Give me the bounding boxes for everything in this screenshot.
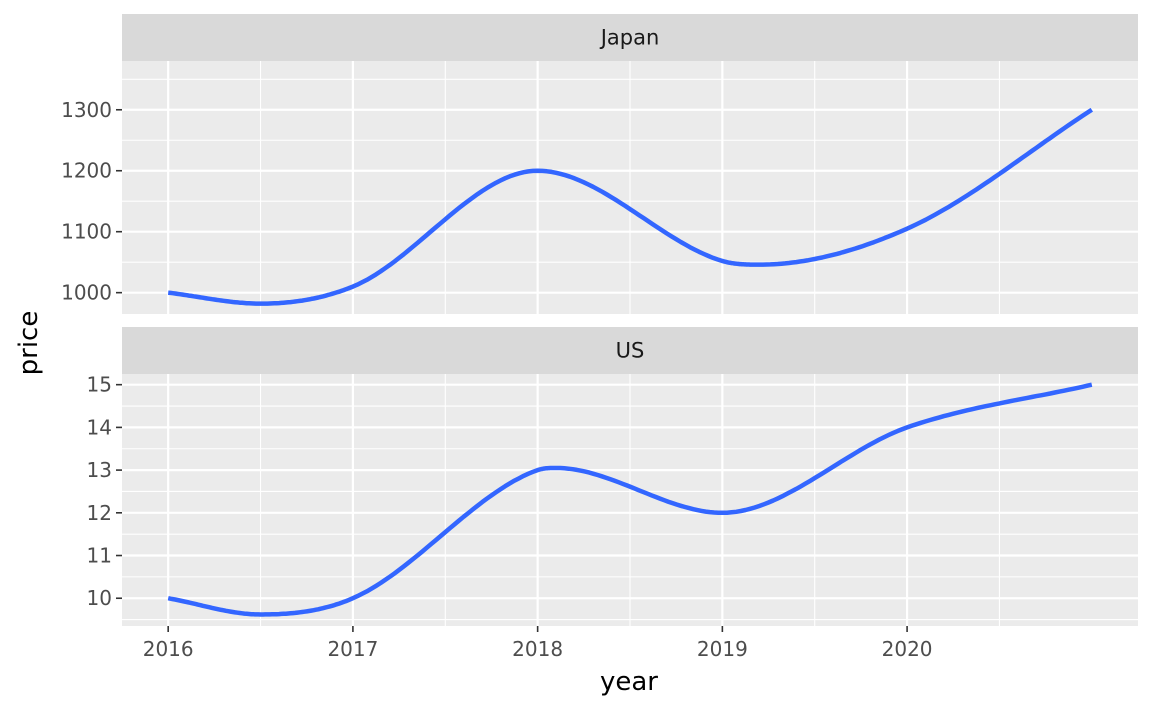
y-axis-japan: 1000 1100 1200 1300	[61, 98, 122, 305]
panel-japan: Japan 1000 1100 1200 1300	[61, 14, 1138, 314]
y-tick-label: 13	[87, 458, 112, 482]
y-axis-title: price	[14, 311, 44, 376]
facet-strip-us	[122, 327, 1138, 374]
y-axis-us: 10 11 12 13 14 15	[87, 373, 122, 610]
y-tick-label: 10	[87, 586, 112, 610]
x-tick-label: 2017	[327, 637, 378, 661]
gridlines	[122, 61, 1138, 314]
series-line-us	[167, 382, 1093, 617]
y-tick-label: 14	[87, 415, 112, 439]
facet-label-japan: Japan	[599, 26, 660, 50]
gridlines	[122, 374, 1138, 626]
y-tick-label: 12	[87, 501, 112, 525]
panels: Japan 1000 1100 1200 1300 US 10 11 12 13 14 15	[61, 14, 1138, 626]
x-tick-label: 2019	[697, 637, 748, 661]
y-tick-label: 1300	[61, 98, 112, 122]
x-axis-title: year	[600, 667, 658, 697]
facet-label-us: US	[616, 339, 645, 363]
x-axis: 2016 2017 2018 2019 2020	[143, 626, 933, 661]
y-tick-label: 1100	[61, 220, 112, 244]
y-tick-label: 1200	[61, 159, 112, 183]
series-line-japan	[168, 107, 1094, 306]
facet-strip-japan	[122, 14, 1138, 61]
y-tick-label: 1000	[61, 281, 112, 305]
x-tick-label: 2018	[512, 637, 563, 661]
y-tick-label: 15	[87, 373, 112, 397]
panel-us: US 10 11 12 13 14 15	[87, 327, 1138, 626]
x-tick-label: 2016	[143, 637, 194, 661]
y-tick-label: 11	[87, 544, 112, 568]
x-tick-label: 2020	[882, 637, 933, 661]
